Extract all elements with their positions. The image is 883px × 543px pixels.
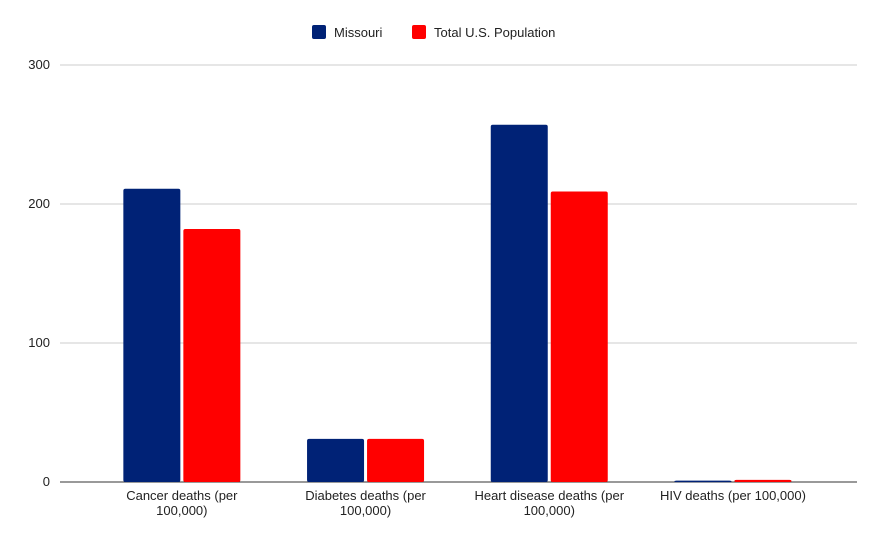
bar-missouri: [123, 188, 181, 482]
legend-swatch: [312, 25, 326, 39]
bar-missouri: [674, 480, 732, 483]
x-tick-label: 100,000): [156, 503, 207, 518]
y-tick-label: 0: [43, 474, 50, 489]
x-tick-label: Heart disease deaths (per: [474, 488, 624, 503]
x-tick-label: 100,000): [524, 503, 575, 518]
bar-missouri: [490, 124, 548, 483]
y-tick-label: 200: [28, 196, 50, 211]
y-tick-label: 300: [28, 57, 50, 72]
legend-label: Missouri: [334, 25, 383, 40]
bar-total-u-s-population: [734, 479, 792, 482]
legend-swatch: [412, 25, 426, 39]
bar-missouri: [307, 438, 365, 482]
bar-total-u-s-population: [550, 191, 608, 483]
legend-label: Total U.S. Population: [434, 25, 555, 40]
x-tick-label: Cancer deaths (per: [126, 488, 238, 503]
x-tick-label: Diabetes deaths (per: [305, 488, 426, 503]
x-tick-label: 100,000): [340, 503, 391, 518]
y-tick-label: 100: [28, 335, 50, 350]
x-tick-label: HIV deaths (per 100,000): [660, 488, 806, 503]
bar-total-u-s-population: [367, 438, 425, 482]
bar-total-u-s-population: [183, 229, 241, 482]
